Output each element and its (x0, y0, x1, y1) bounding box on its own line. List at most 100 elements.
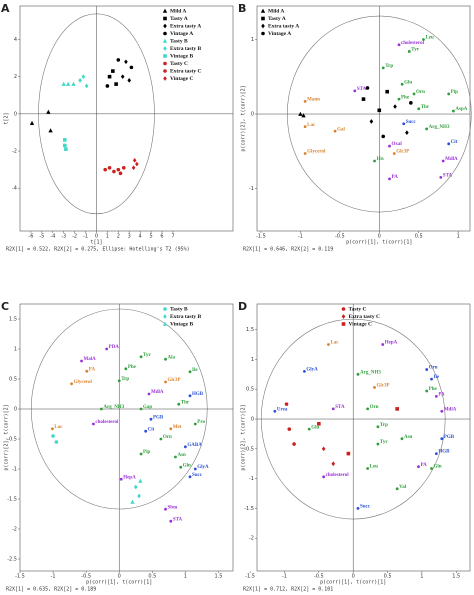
loading-label: PGB (444, 435, 455, 440)
x-tick-label: 0 (378, 234, 381, 240)
loading-label: cholesterol (401, 41, 425, 46)
loading-label: Gln (183, 463, 191, 468)
legend-label: Tasty B (170, 38, 188, 44)
loading-point (381, 66, 385, 70)
y-axis-label: p(corr)[2], t(corr)[2] (241, 85, 247, 151)
panel-label: B (238, 2, 246, 15)
legend-label: Tasty A (170, 16, 188, 22)
loading-label: Tyr (143, 353, 151, 358)
panel-label: D (238, 300, 247, 313)
legend-label: Mild A (170, 8, 186, 14)
loading-label: Pro (197, 420, 205, 425)
point (405, 130, 409, 135)
point (395, 407, 399, 411)
loading-label: HGB (438, 450, 450, 455)
y-tick-label: 2 (14, 74, 17, 80)
y-tick-label: -1 (12, 467, 17, 473)
point (163, 76, 167, 81)
loading-point (164, 507, 167, 511)
y-tick-label: -1.5 (244, 506, 254, 512)
point (62, 138, 67, 142)
loading-label: MdlA (445, 157, 458, 162)
y-tick-label: -1 (249, 186, 254, 192)
loading-point (193, 422, 197, 426)
loading-label: Orn (416, 90, 425, 95)
loading-point (452, 109, 455, 113)
point (114, 82, 118, 86)
loading-point (119, 477, 123, 481)
point (78, 78, 82, 83)
panel-label: C (1, 300, 9, 313)
loading-point (417, 107, 421, 111)
loading-point (381, 343, 385, 346)
y-tick-label: 1 (251, 37, 254, 43)
loading-point (388, 144, 391, 148)
loading-point (417, 465, 420, 469)
y-tick-label: -1.5 (7, 497, 17, 503)
y-tick-label: 1.5 (246, 327, 254, 333)
loading-label: Tyr (411, 48, 419, 53)
legend-label: Tasty B (170, 306, 188, 312)
point (341, 307, 346, 311)
point (163, 69, 167, 73)
loading-point (440, 409, 444, 413)
legend-label: Vintage C (349, 321, 373, 327)
loading-label: PDA (109, 345, 120, 350)
legend-label: Vintage B (170, 321, 194, 327)
loading-label: Ile (434, 375, 440, 380)
loading-label: Glc3P (168, 378, 181, 383)
loading-label: STA (443, 173, 453, 178)
legend-label: Extra tasty C (349, 314, 380, 320)
point (260, 8, 266, 13)
loading-point (303, 152, 307, 155)
loading-label: Thr (421, 105, 430, 110)
loading-point (425, 368, 429, 371)
y-tick-label: -2.5 (7, 557, 17, 563)
x-tick-label: 0 (352, 574, 355, 580)
loading-label: Phe (128, 365, 137, 370)
loading-point (356, 507, 360, 510)
loading-label: Gln (434, 465, 442, 470)
point (103, 167, 107, 172)
y-tick-label: 4 (14, 37, 17, 43)
point (298, 111, 303, 116)
loading-point (139, 355, 143, 359)
loading-point (425, 127, 429, 131)
loading-label: Urea (277, 407, 288, 412)
x-tick-label: -1.5 (256, 234, 266, 240)
loading-label: Ile (192, 368, 198, 373)
point (346, 451, 351, 456)
loading-point (412, 92, 416, 96)
loading-point (149, 417, 153, 421)
x-tick-label: 0.5 (384, 574, 392, 580)
point (162, 38, 168, 43)
legend-label: Vintage B (170, 53, 194, 59)
loading-label: Cit (148, 427, 155, 432)
x-axis-label: t[1] (90, 240, 102, 246)
point (377, 108, 382, 113)
point (163, 46, 167, 51)
x-tick-label: -6 (28, 234, 33, 240)
loading-point (303, 99, 307, 103)
legend-label: Extra tasty B (170, 46, 201, 52)
legend-label: Mild A (268, 8, 284, 14)
loading-label: Asn (404, 435, 413, 440)
x-tick-label: 1 (184, 574, 187, 580)
loading-point (169, 427, 173, 431)
loading-point (169, 519, 173, 523)
x-tick-label: 1 (420, 574, 423, 580)
loading-label: GABA (187, 443, 202, 448)
loading-point (303, 369, 306, 373)
y-tick-label: 0 (14, 407, 17, 413)
x-tick-label: -1 (83, 234, 88, 240)
point (61, 81, 66, 86)
x-tick-label: -1 (298, 234, 303, 240)
loading-label: STA (173, 517, 183, 522)
loading-label: PA (89, 367, 96, 372)
loading-label: Orn (429, 366, 438, 371)
x-tick-label: -1 (282, 574, 287, 580)
point (409, 101, 413, 105)
legend-label: Tasty A (268, 16, 286, 22)
x-tick-label: 2 (117, 234, 120, 240)
